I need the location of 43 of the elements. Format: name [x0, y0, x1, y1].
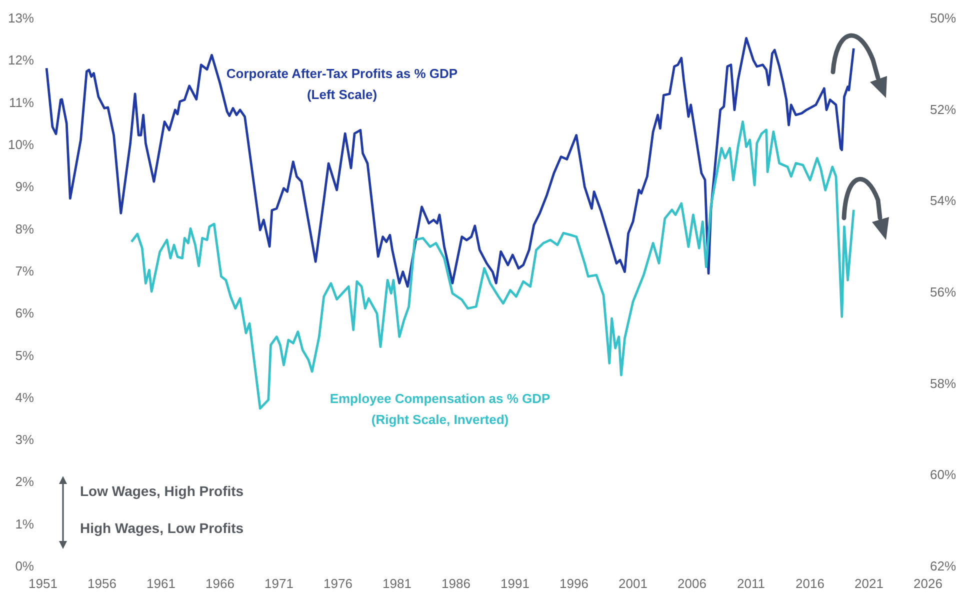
x-tick-label: 1956	[88, 576, 116, 591]
x-tick-label: 1986	[442, 576, 470, 591]
y-tick-label: 6%	[15, 306, 34, 321]
x-tick-label: 1951	[28, 576, 58, 591]
x-tick-label: 1961	[146, 576, 176, 591]
x-tick-label: 1966	[206, 576, 234, 591]
x-tick-label: 2011	[737, 576, 765, 591]
x-tick-label: 1971	[264, 576, 294, 591]
y-tick-label: 10%	[8, 137, 34, 152]
x-tick-label: 2016	[796, 576, 824, 591]
y2-tick-label: 52%	[930, 102, 956, 117]
y-tick-label: 0%	[15, 558, 34, 574]
y-tick-label: 5%	[15, 348, 34, 363]
y-tick-label: 2%	[15, 474, 34, 490]
x-tick-label: 2001	[618, 576, 648, 591]
annotation: Low Wages, High Profits	[80, 483, 244, 499]
y-tick-label: 4%	[15, 390, 34, 405]
y-tick-label: 12%	[8, 52, 34, 68]
y2-tick-label: 54%	[930, 193, 956, 208]
y2-tick-label: 50%	[930, 10, 956, 26]
x-tick-label: 2021	[854, 576, 884, 591]
y-tick-label: 8%	[15, 221, 34, 236]
y2-tick-label: 56%	[930, 284, 956, 300]
x-tick-label: 1996	[560, 576, 588, 591]
y2-tick-label: 60%	[930, 467, 956, 482]
y-tick-label: 7%	[15, 263, 34, 278]
annotation: High Wages, Low Profits	[80, 520, 244, 536]
series-label: Corporate After-Tax Profits as % GDP (Left Scale)	[226, 66, 458, 102]
line-series	[45, 37, 855, 288]
x-tick-label: 2026	[914, 576, 942, 591]
x-tick-label: 1976	[324, 576, 352, 591]
x-tick-label: 1991	[500, 576, 530, 591]
x-tick-label: 2006	[678, 576, 706, 591]
y2-tick-label: 58%	[930, 376, 956, 391]
x-tick-label: 1981	[382, 576, 412, 591]
y-tick-label: 13%	[8, 10, 34, 26]
y-tick-label: 1%	[15, 516, 34, 532]
y-tick-label: 11%	[8, 94, 34, 110]
y2-tick-label: 62%	[930, 558, 956, 574]
line-series	[130, 120, 855, 410]
y-tick-label: 3%	[15, 432, 34, 448]
text: Employee Compensation as % GDP (Right Scale, Inverted)	[330, 391, 550, 427]
y-tick-label: 9%	[15, 179, 34, 194]
